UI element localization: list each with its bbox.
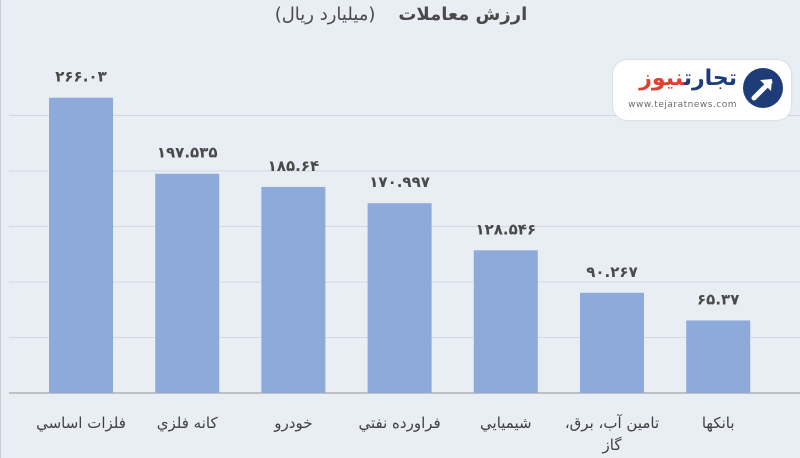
bar [473, 250, 538, 393]
bar [367, 203, 432, 393]
bar [49, 97, 113, 394]
category-label: شيميايي [480, 414, 532, 433]
data-label: ۹۰.۲۶۷ [586, 263, 637, 281]
logo-url: www.tejaratnews.com [628, 100, 737, 110]
category-label: خودرو [273, 414, 312, 432]
category-label: تامين آب، برق، [565, 414, 659, 432]
logo-wordmark-part1: تجارت [683, 66, 737, 91]
bar [686, 320, 751, 393]
category-label: فلزات اساسي [36, 414, 126, 433]
data-label: ۱۹۷.۵۳۵ [157, 144, 218, 162]
category-label: بانكها [702, 414, 735, 432]
category-label: کانه فلزي [157, 414, 219, 433]
data-label: ۱۷۰.۹۹۷ [369, 173, 430, 191]
bar [261, 186, 326, 393]
data-label: ۲۶۶.۰۳ [55, 68, 106, 86]
arrow-up-right-icon [743, 68, 783, 108]
logo-wordmark-part2: نیوز [639, 66, 684, 91]
chart-title-block: ارزش معاملات (میلیارد ریال) [1, 4, 800, 25]
chart-subtitle: (میلیارد ریال) [274, 4, 376, 25]
bar [580, 292, 644, 393]
logo-wordmark: تجارتنیوز [639, 66, 737, 91]
category-label: فراورده نفتي [358, 414, 440, 433]
data-label: ۱۸۵.۶۴ [268, 157, 319, 175]
logo: تجارتنیوز www.tejaratnews.com [613, 60, 791, 120]
chart-title: ارزش معاملات [398, 4, 528, 25]
category-label: گاز [602, 436, 623, 454]
bar [155, 173, 220, 393]
data-label: ۱۲۸.۵۴۶ [475, 220, 536, 238]
data-label: ۶۵.۳۷ [697, 290, 739, 308]
